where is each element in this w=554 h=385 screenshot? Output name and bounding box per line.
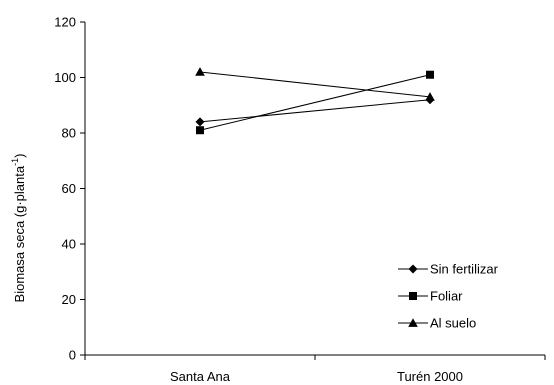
series-line [199, 71, 431, 98]
y-tick-label: 0 [69, 348, 76, 363]
series-foliar [196, 70, 434, 135]
x-tick-label: Turén 2000 [397, 369, 463, 384]
y-tick-label: 80 [62, 126, 76, 141]
y-axis-title: Biomasa seca (g·planta-1) [10, 154, 27, 303]
legend-marker [408, 264, 418, 274]
data-point [425, 92, 435, 101]
y-axis-title-superscript: -1 [10, 158, 20, 166]
legend-item: Al suelo [398, 316, 476, 331]
data-point [195, 67, 205, 76]
x-tick-label: Santa Ana [170, 369, 231, 384]
data-point [195, 117, 205, 127]
y-tick-label: 100 [54, 70, 76, 85]
y-axis: 0 20 40 60 80 100 120 [54, 15, 86, 363]
series-line [199, 74, 431, 131]
y-axis-title-close: ) [12, 154, 27, 158]
y-tick-label: 60 [62, 181, 76, 196]
data-point [196, 126, 204, 135]
y-axis-title-main: Biomasa seca (g·planta [12, 165, 27, 302]
legend-label: Sin fertilizar [430, 262, 499, 277]
y-tick-label: 20 [62, 292, 76, 307]
series-line [199, 99, 431, 123]
legend-label: Foliar [430, 289, 463, 304]
series-al-suelo [195, 67, 435, 101]
series-layer [195, 67, 435, 135]
data-point [426, 70, 434, 79]
legend-item: Foliar [398, 289, 463, 304]
x-axis: Santa Ana Turén 2000 [84, 354, 546, 384]
legend-marker [408, 318, 418, 327]
y-tick-label: 120 [54, 15, 76, 30]
legend-item: Sin fertilizar [398, 262, 499, 277]
legend: Sin fertilizar Foliar Al suelo [398, 262, 499, 331]
legend-label: Al suelo [430, 316, 476, 331]
y-tick-label: 40 [62, 237, 76, 252]
series-sin-fertilizar [195, 95, 435, 127]
legend-marker [409, 292, 417, 300]
